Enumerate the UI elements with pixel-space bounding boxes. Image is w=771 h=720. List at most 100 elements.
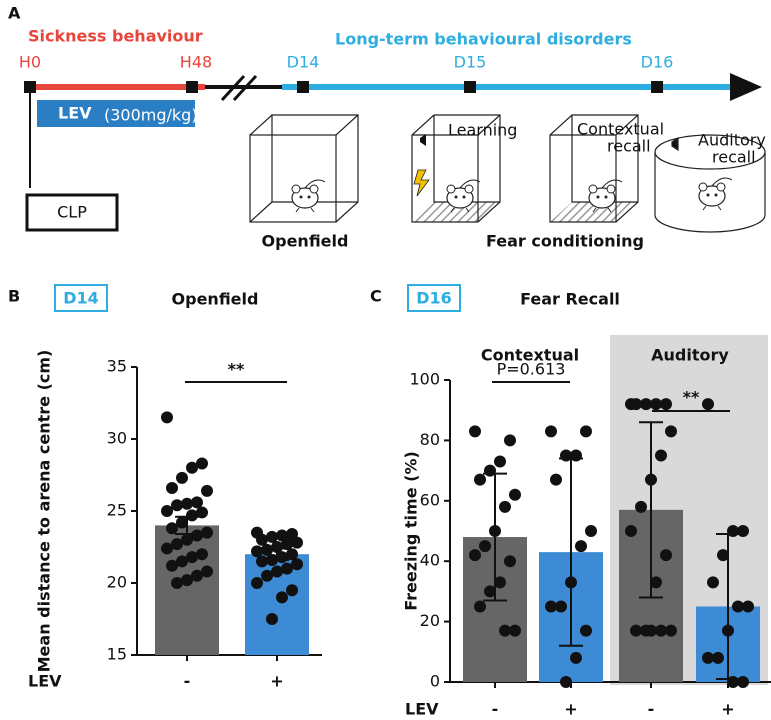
treatment-bar (37, 100, 195, 127)
group-label: Contextual (481, 346, 579, 365)
treatment: LEV (58, 104, 92, 123)
data-point (655, 624, 667, 637)
data-point (171, 577, 183, 589)
group-label: Auditory (651, 346, 729, 365)
data-point (261, 569, 273, 582)
data-point (479, 540, 491, 553)
y-tick-label: 30 (107, 429, 127, 448)
data-point (291, 558, 303, 571)
data-point (251, 577, 263, 589)
data-point (196, 457, 208, 470)
annotation: P=0.613 (497, 360, 566, 379)
data-point (191, 496, 203, 509)
data-point (645, 473, 657, 486)
data-point (625, 525, 637, 537)
x-tick-label: + (564, 700, 577, 719)
data-point (176, 471, 188, 484)
y-axis-label: Mean distance to arena centre (cm) (35, 350, 54, 673)
y-tick-label: 35 (107, 357, 127, 376)
data-point (469, 425, 481, 438)
annotation: ** (683, 388, 700, 407)
cage (654, 134, 766, 233)
data-point (166, 522, 178, 535)
data-point (650, 576, 662, 589)
break-mark (220, 74, 258, 102)
y-axis-label: Freezing time (%) (402, 451, 421, 611)
data-point (707, 576, 719, 589)
y-tick-label: 80 (420, 430, 440, 449)
data-point (176, 516, 188, 529)
data-point (271, 565, 283, 578)
y-tick-label: 60 (420, 490, 440, 509)
data-point (545, 425, 557, 438)
y-tick-label: 0 (430, 672, 440, 691)
cage (549, 114, 639, 223)
timepoint: H48 (180, 53, 212, 72)
x-tick-label: + (721, 700, 734, 719)
data-point (191, 569, 203, 582)
x-tick-label: - (492, 700, 499, 719)
data-point (261, 543, 273, 556)
data-point (555, 600, 567, 613)
data-point (504, 555, 516, 568)
mouse-icon (291, 179, 326, 213)
data-point (256, 533, 268, 546)
data-point (196, 548, 208, 561)
x-tick-label: + (270, 672, 283, 691)
arrow-head (730, 73, 762, 101)
data-point (737, 525, 749, 537)
data-point (291, 536, 303, 549)
data-point (732, 600, 744, 613)
data-point (256, 555, 268, 568)
data-point (665, 624, 677, 637)
data-point (171, 538, 183, 551)
timepoint: D16 (641, 53, 674, 72)
data-point (570, 651, 582, 664)
x-axis-label: LEV (28, 672, 62, 691)
data-point (166, 559, 178, 572)
data-point (660, 549, 672, 562)
data-point (484, 585, 496, 598)
data-point (251, 545, 263, 558)
data-point (286, 548, 298, 561)
data-point (474, 473, 486, 486)
data-point (161, 542, 173, 555)
data-point (499, 624, 511, 637)
data-point (196, 506, 208, 519)
data-point (580, 624, 592, 637)
data-point (166, 481, 178, 494)
x-tick-label: - (648, 700, 655, 719)
data-point (494, 455, 506, 468)
data-point (281, 562, 293, 575)
test-label: Openfield (262, 232, 349, 251)
procedure: CLP (57, 203, 87, 222)
tag-box (54, 284, 108, 312)
data-point (580, 425, 592, 438)
data-point (191, 529, 203, 542)
y-tick-label: 20 (107, 573, 127, 592)
y-tick-label: 15 (107, 645, 127, 664)
data-point (161, 505, 173, 517)
data-point (742, 600, 754, 613)
cage-label: Learning (448, 121, 517, 140)
data-point (702, 398, 714, 411)
test-label: Fear conditioning (486, 232, 644, 251)
data-point (201, 565, 213, 578)
timepoint: H0 (19, 53, 41, 72)
data-point (499, 500, 511, 513)
data-point (509, 624, 521, 637)
y-tick-label: 100 (409, 370, 440, 389)
data-point (469, 549, 481, 562)
markers (24, 81, 663, 93)
data-point (266, 613, 278, 625)
data-point (635, 500, 647, 513)
data-point (560, 449, 572, 462)
data-point (276, 591, 288, 604)
data-point (494, 576, 506, 589)
data-point (176, 555, 188, 568)
data-point (665, 425, 677, 438)
data-point (171, 499, 183, 512)
data-point (266, 553, 278, 566)
data-point (702, 651, 714, 664)
